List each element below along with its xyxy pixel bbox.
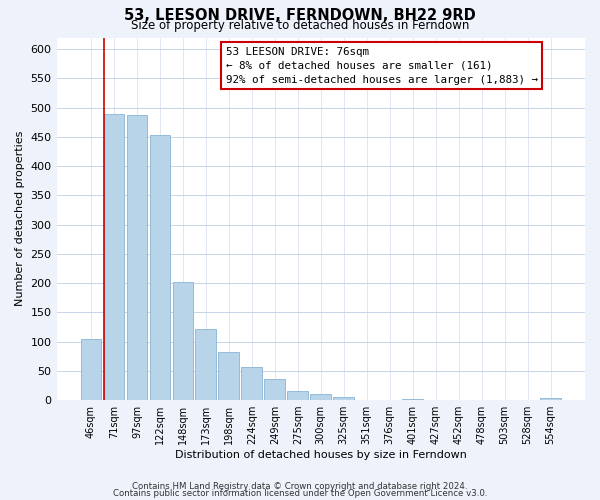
Bar bbox=[310, 394, 331, 400]
Bar bbox=[104, 114, 124, 400]
Bar bbox=[287, 392, 308, 400]
Bar bbox=[196, 328, 216, 400]
Text: Contains HM Land Registry data © Crown copyright and database right 2024.: Contains HM Land Registry data © Crown c… bbox=[132, 482, 468, 491]
Text: 53, LEESON DRIVE, FERNDOWN, BH22 9RD: 53, LEESON DRIVE, FERNDOWN, BH22 9RD bbox=[124, 8, 476, 22]
Bar bbox=[173, 282, 193, 400]
Bar bbox=[265, 379, 285, 400]
Bar bbox=[149, 135, 170, 400]
Bar bbox=[403, 399, 423, 400]
X-axis label: Distribution of detached houses by size in Ferndown: Distribution of detached houses by size … bbox=[175, 450, 467, 460]
Bar bbox=[80, 338, 101, 400]
Bar bbox=[127, 114, 147, 400]
Bar bbox=[540, 398, 561, 400]
Y-axis label: Number of detached properties: Number of detached properties bbox=[15, 131, 25, 306]
Bar bbox=[334, 397, 354, 400]
Bar bbox=[241, 366, 262, 400]
Text: Contains public sector information licensed under the Open Government Licence v3: Contains public sector information licen… bbox=[113, 489, 487, 498]
Text: 53 LEESON DRIVE: 76sqm
← 8% of detached houses are smaller (161)
92% of semi-det: 53 LEESON DRIVE: 76sqm ← 8% of detached … bbox=[226, 46, 538, 84]
Text: Size of property relative to detached houses in Ferndown: Size of property relative to detached ho… bbox=[131, 18, 469, 32]
Bar bbox=[218, 352, 239, 400]
